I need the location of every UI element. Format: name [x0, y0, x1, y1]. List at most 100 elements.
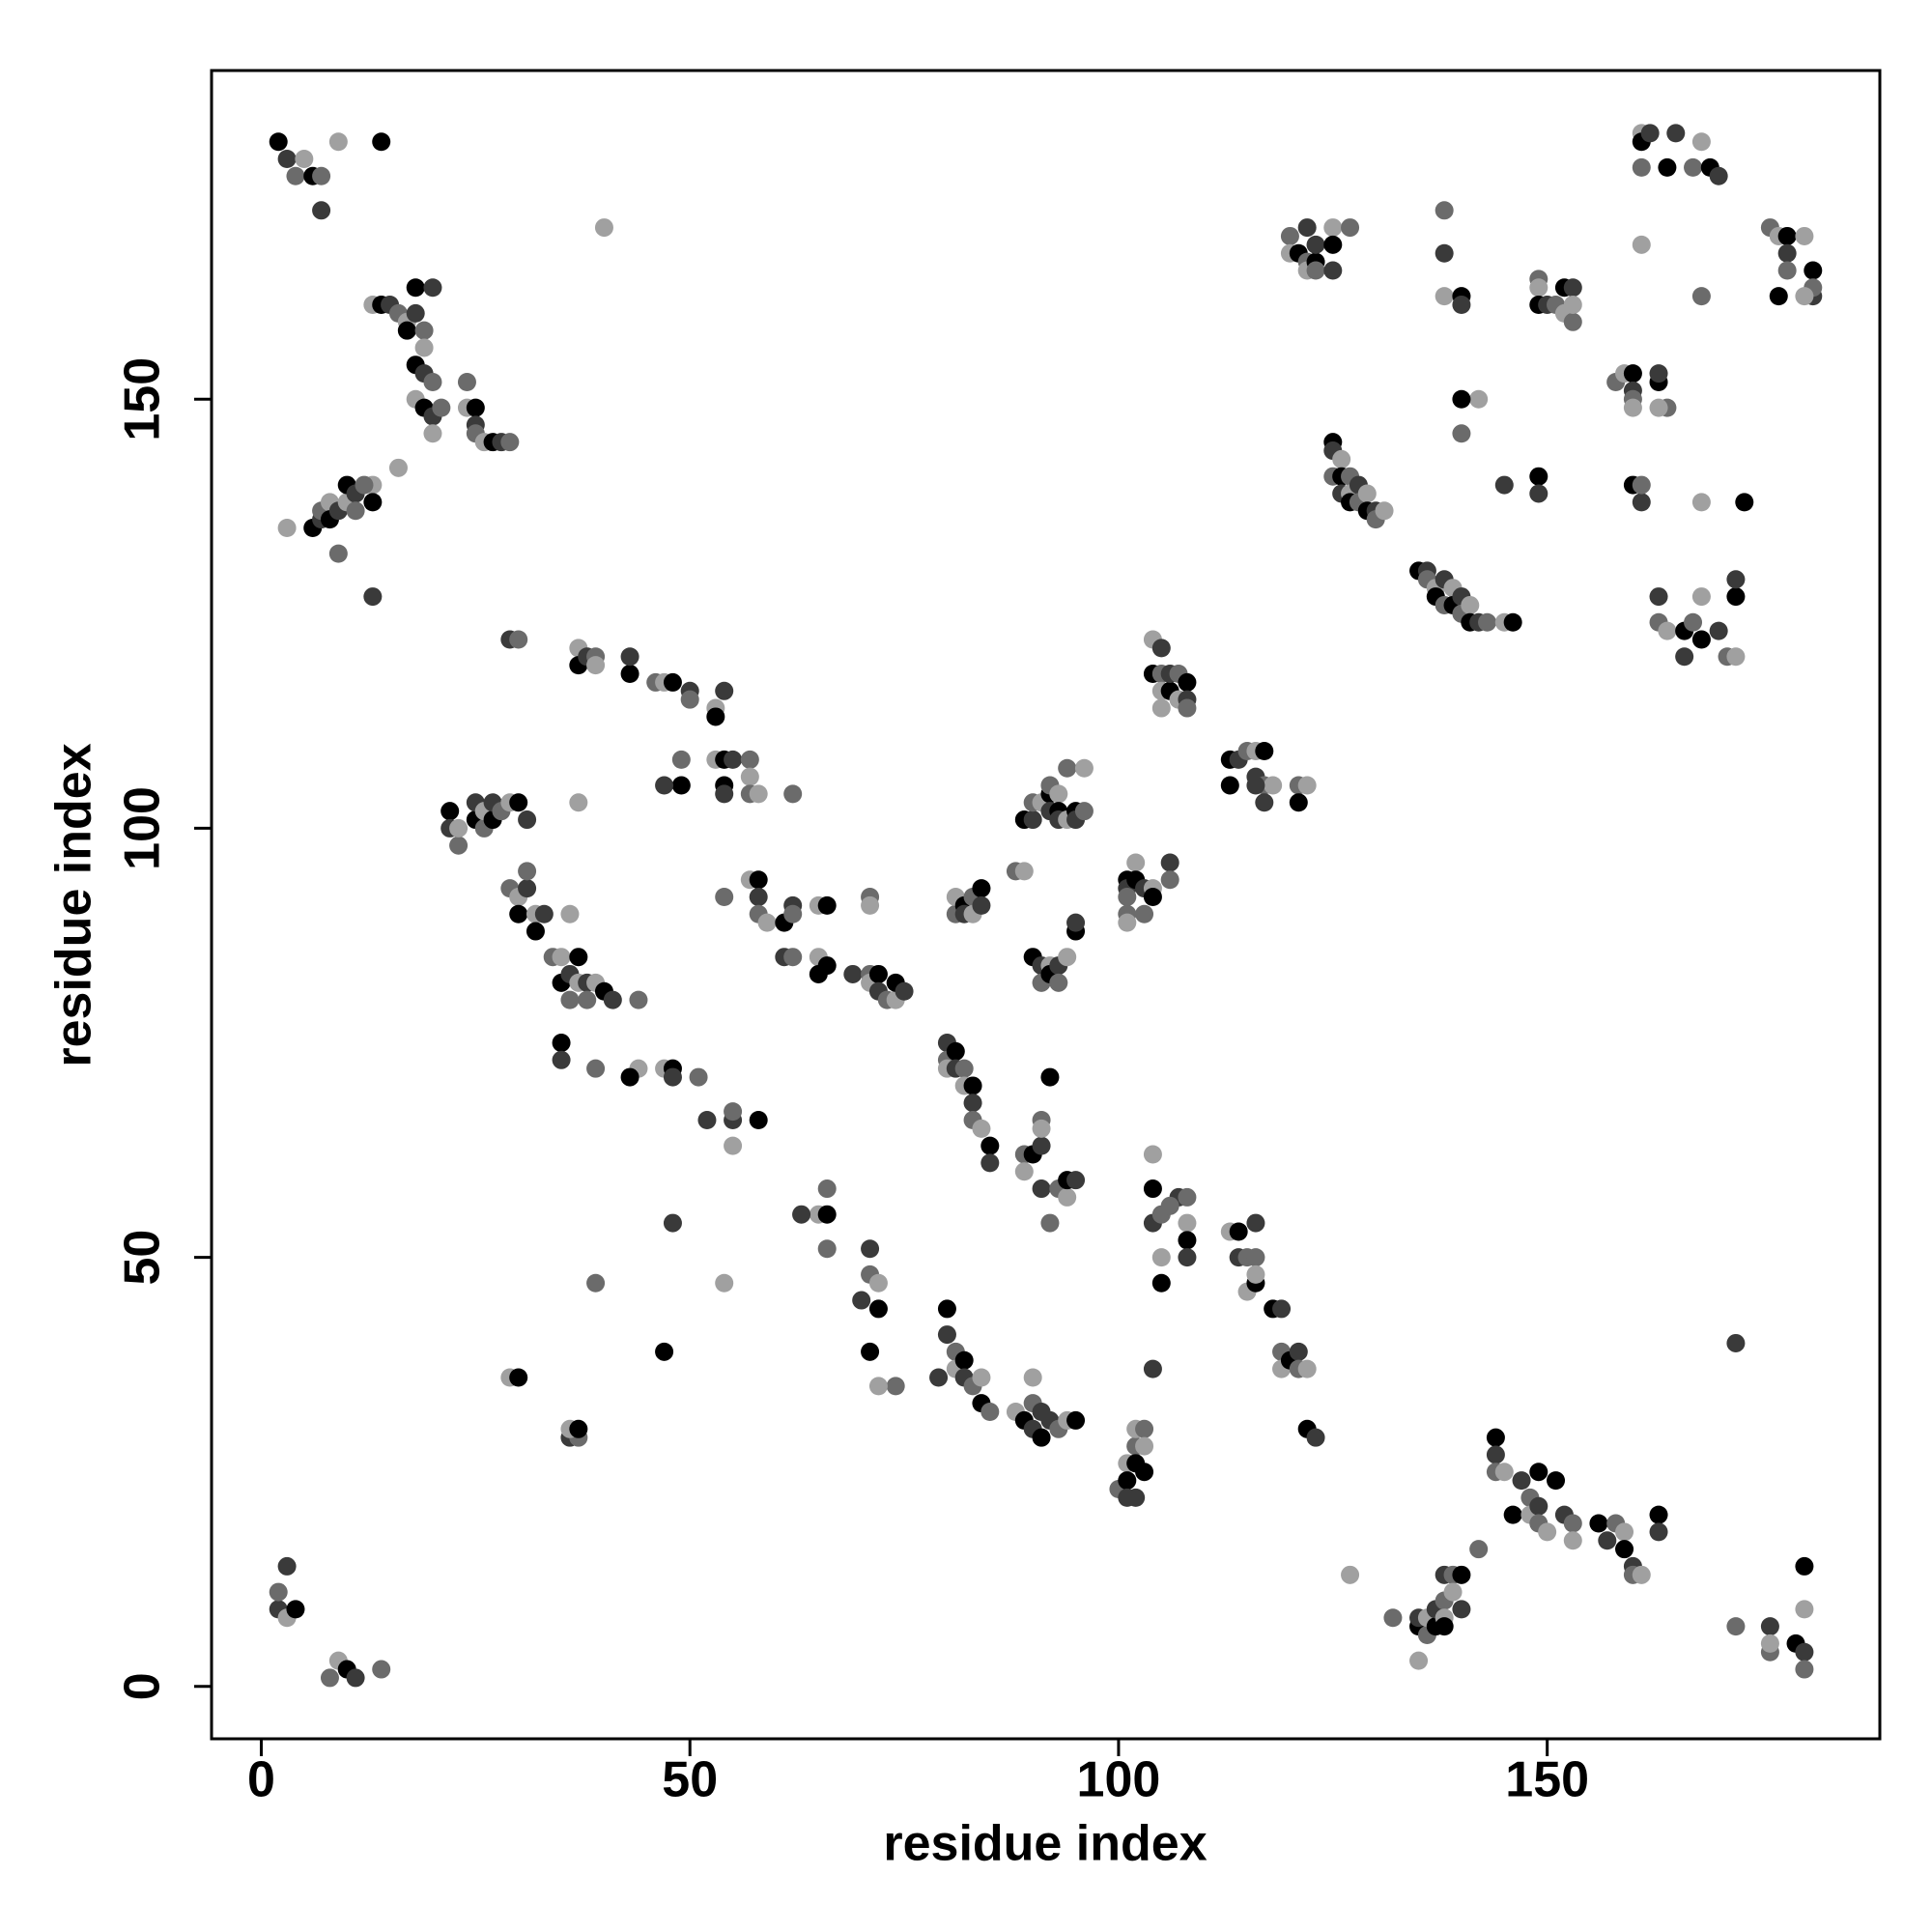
point — [560, 904, 580, 923]
point — [1118, 913, 1137, 932]
point — [1178, 672, 1197, 692]
point — [1074, 802, 1094, 821]
point — [972, 879, 991, 898]
point — [1443, 1582, 1463, 1602]
point — [1435, 201, 1454, 220]
point — [1684, 612, 1703, 632]
point — [1151, 639, 1171, 658]
point — [1512, 1471, 1531, 1491]
point — [1058, 758, 1077, 778]
point — [1040, 1067, 1060, 1087]
point — [1529, 467, 1548, 486]
point — [534, 904, 554, 923]
point — [406, 303, 425, 323]
point — [1452, 1565, 1471, 1584]
y-tick-label: 150 — [115, 357, 171, 441]
point — [895, 981, 914, 1001]
point — [449, 818, 469, 838]
point — [1494, 475, 1514, 495]
point — [715, 888, 734, 907]
x-tick-label: 0 — [247, 1752, 275, 1808]
point — [868, 1273, 888, 1293]
point — [1486, 1428, 1505, 1447]
point — [560, 990, 580, 1009]
point — [868, 1299, 888, 1319]
point — [414, 338, 434, 357]
point — [603, 990, 622, 1009]
point — [1494, 1463, 1514, 1482]
point — [1632, 157, 1651, 177]
point — [663, 1067, 682, 1087]
point — [1461, 595, 1480, 614]
point — [946, 1041, 965, 1061]
point — [1280, 226, 1299, 245]
point — [1323, 235, 1343, 254]
point — [1306, 261, 1325, 280]
point — [1452, 1600, 1471, 1619]
point — [954, 1350, 974, 1370]
point — [346, 501, 365, 521]
point — [1341, 218, 1360, 238]
point — [312, 201, 331, 220]
point — [269, 132, 288, 152]
point — [1032, 1119, 1051, 1138]
point — [1160, 1196, 1179, 1215]
point — [1246, 1213, 1265, 1233]
point — [1049, 784, 1068, 804]
point — [740, 767, 759, 786]
y-tick-label: 0 — [115, 1672, 171, 1700]
point — [1529, 484, 1548, 503]
point — [1452, 296, 1471, 315]
point — [423, 372, 442, 391]
point — [1066, 1171, 1086, 1190]
point — [1649, 398, 1668, 417]
point — [1598, 1531, 1617, 1550]
point — [1563, 1514, 1582, 1533]
point — [749, 1110, 768, 1129]
point — [817, 1239, 837, 1259]
point — [1049, 973, 1068, 992]
point — [1143, 1359, 1162, 1378]
point — [980, 1136, 1000, 1155]
plot-frame — [210, 69, 1882, 1741]
point — [1375, 501, 1394, 521]
point — [363, 493, 383, 512]
point — [312, 166, 331, 185]
point — [328, 132, 348, 152]
point — [1795, 1642, 1814, 1662]
point — [286, 166, 305, 185]
point — [414, 321, 434, 340]
point — [1563, 1531, 1582, 1550]
point — [1658, 621, 1677, 640]
point — [1726, 647, 1746, 667]
point — [346, 1668, 365, 1688]
point — [1529, 1463, 1548, 1482]
point — [1264, 776, 1283, 795]
point — [1074, 758, 1094, 778]
point — [295, 150, 314, 169]
point — [1178, 1213, 1197, 1233]
point — [277, 1556, 297, 1576]
point — [963, 1076, 982, 1095]
point — [620, 1067, 639, 1087]
point — [629, 990, 648, 1009]
point — [1769, 287, 1788, 306]
point — [457, 372, 476, 391]
point — [1795, 226, 1814, 245]
point — [1297, 1359, 1317, 1378]
point — [1486, 1445, 1505, 1464]
point — [724, 750, 743, 769]
point — [355, 475, 374, 495]
point — [980, 1403, 1000, 1422]
y-axis-label: residue index — [46, 743, 102, 1066]
point — [1503, 1505, 1522, 1524]
point — [817, 1179, 837, 1199]
point — [594, 218, 613, 238]
point — [1023, 810, 1042, 830]
point — [286, 1600, 305, 1619]
point — [843, 964, 863, 983]
point — [1306, 1428, 1325, 1447]
point — [689, 1067, 708, 1087]
point — [277, 150, 297, 169]
point — [929, 1368, 949, 1387]
